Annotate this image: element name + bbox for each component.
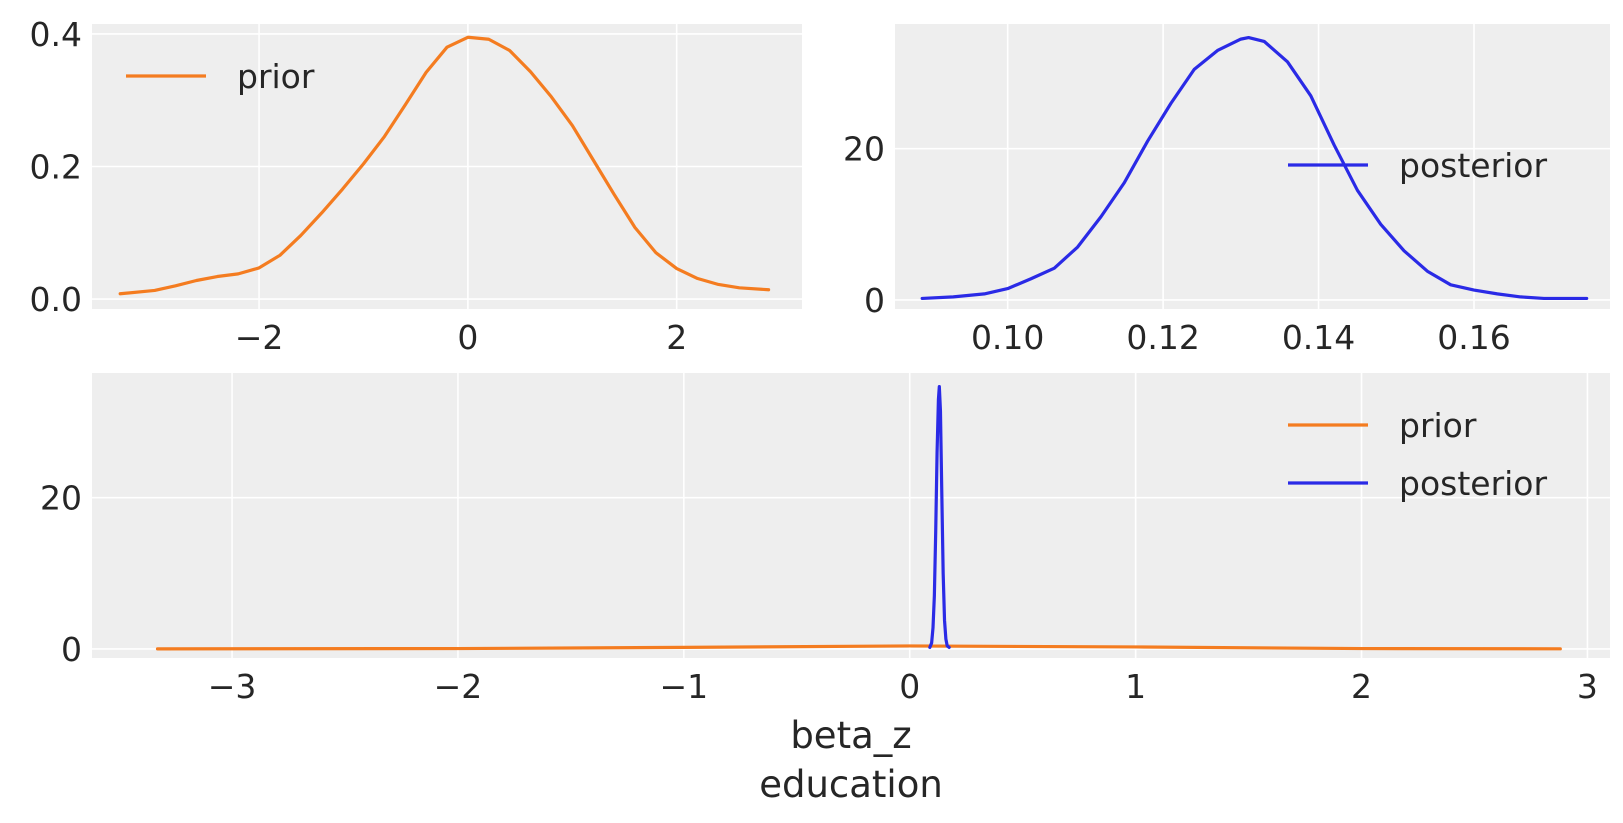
x-tick-label: −1: [660, 667, 709, 706]
panel-posterior: 0.10 0.12 0.14 0.16 0 20 posterior: [843, 24, 1610, 357]
x-tick-label: −2: [235, 318, 284, 357]
curves-posterior: [920, 36, 1589, 301]
series-line-prior: [155, 644, 1562, 651]
legend-prior: prior: [126, 57, 315, 96]
x-tick-label: 0.12: [1126, 318, 1199, 357]
y-tick-label: 0.0: [30, 280, 82, 319]
legend-label-combined-posterior: posterior: [1399, 464, 1547, 503]
x-tick-label: 3: [1577, 667, 1598, 706]
curves-combined: [155, 385, 1562, 651]
y-tick-labels-posterior: 0 20: [843, 130, 885, 320]
y-tick-label: 20: [40, 479, 82, 518]
x-tick-labels-prior: −2 0 2: [235, 318, 687, 357]
series-line-prior: [118, 35, 771, 296]
legend-label-combined-prior: prior: [1399, 406, 1477, 445]
plot-area-combined: [92, 373, 1610, 658]
curves-prior: [118, 35, 771, 296]
x-tick-label: 1: [1125, 667, 1146, 706]
legend-label-prior: prior: [237, 57, 315, 96]
y-tick-label: 0: [864, 281, 885, 320]
x-tick-label: 0.14: [1282, 318, 1355, 357]
y-tick-labels-prior: 0.0 0.2 0.4: [30, 15, 82, 319]
x-axis-label-secondary: education: [759, 763, 943, 806]
legend-posterior: posterior: [1288, 146, 1547, 185]
legend-label-posterior: posterior: [1399, 146, 1547, 185]
x-tick-label: −2: [434, 667, 483, 706]
x-tick-label: 2: [666, 318, 687, 357]
x-tick-labels-combined: −3 −2 −1 0 1 2 3: [208, 667, 1598, 706]
x-axis-label: beta_z: [790, 714, 911, 757]
panel-combined: −3 −2 −1 0 1 2 3 0 20 prior posterior beta_z ed…: [40, 373, 1610, 806]
x-tick-label: 0: [899, 667, 920, 706]
legend-combined: prior posterior: [1288, 406, 1547, 503]
series-line-posterior: [920, 36, 1589, 301]
x-tick-labels-posterior: 0.10 0.12 0.14 0.16: [971, 318, 1511, 357]
x-tick-label: 0.16: [1437, 318, 1510, 357]
y-tick-label: 0: [61, 630, 82, 669]
y-tick-label: 0.4: [30, 15, 82, 54]
gridlines-combined: [92, 373, 1610, 658]
y-tick-labels-combined: 0 20: [40, 479, 82, 669]
panel-prior: −2 0 2 0.0 0.2 0.4 prior: [30, 15, 802, 357]
y-tick-label: 20: [843, 130, 885, 169]
gridlines-prior: [92, 24, 802, 309]
x-tick-label: 2: [1351, 667, 1372, 706]
plot-area-posterior: [895, 24, 1610, 309]
series-line-posterior: [928, 385, 951, 650]
x-tick-label: −3: [208, 667, 257, 706]
x-tick-label: 0: [457, 318, 478, 357]
y-tick-label: 0.2: [30, 148, 82, 187]
x-tick-label: 0.10: [971, 318, 1044, 357]
gridlines-posterior: [895, 24, 1610, 309]
